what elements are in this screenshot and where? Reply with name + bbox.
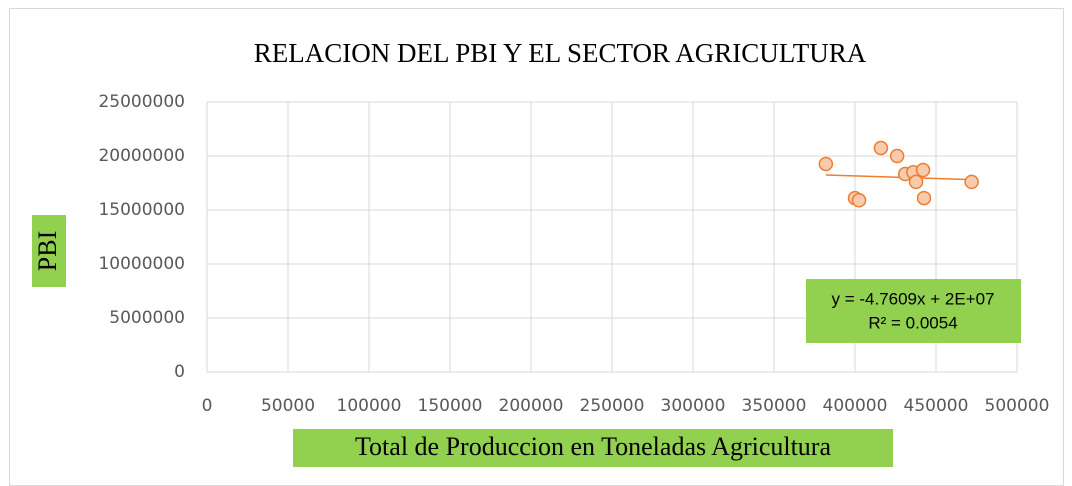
x-tick-label: 300000 [661,396,726,416]
y-tick-label: 0 [174,362,185,382]
x-tick-label: 100000 [337,396,402,416]
point [889,148,905,164]
x-axis-label: Total de Produccion en Toneladas Agricul… [355,432,831,461]
trendline [825,174,972,181]
point [916,190,932,206]
point [873,140,889,156]
chart-border [9,8,1064,486]
x-tick-label: 500000 [985,396,1050,416]
y-tick-label: 5000000 [109,308,185,328]
trendline-equation: y = -4.7609x + 2E+07 [831,289,994,308]
y-tick-label: 25000000 [98,92,185,112]
point [818,156,834,172]
x-tick-label: 150000 [418,396,483,416]
point [908,174,924,190]
point [851,193,867,208]
equation-box [806,279,1021,343]
x-tick-label: 400000 [823,396,888,416]
y-tick-label: 10000000 [98,254,185,274]
x-label-box [293,429,893,467]
x-tick-label: 450000 [904,396,969,416]
x-tick-label: 200000 [499,396,564,416]
point [915,162,931,178]
y-tick-label: 20000000 [98,146,185,166]
x-tick-label: 0 [202,396,213,416]
point [964,174,979,190]
x-tick-label: 250000 [580,396,645,416]
y-axis-label: PBI [33,231,62,271]
x-tick-label: 50000 [261,396,315,416]
x-tick-label: 350000 [742,396,807,416]
y-label-box [32,215,66,287]
chart-title: RELACION DEL PBI Y EL SECTOR AGRICULTURA [254,38,867,68]
trendline-r2: R² = 0.0054 [868,313,957,332]
y-tick-label: 15000000 [98,200,185,220]
